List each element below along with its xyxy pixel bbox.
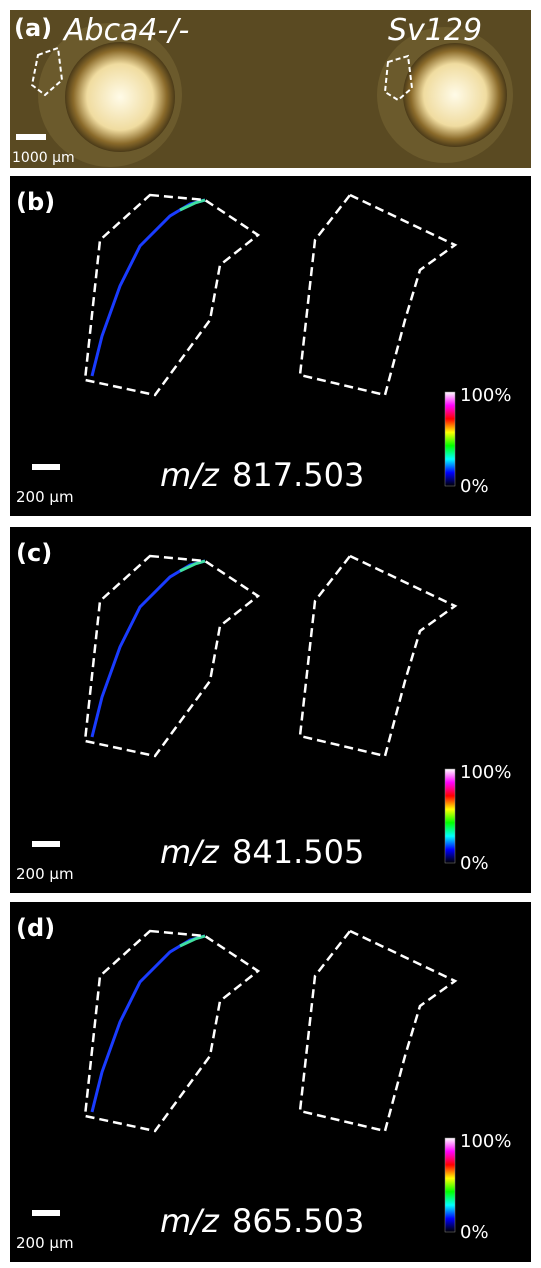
panel-label: (a)	[14, 14, 52, 42]
colorbar	[445, 392, 455, 486]
panel-label: (d)	[16, 914, 55, 942]
scale-label: 200 µm	[16, 488, 74, 506]
mz-prefix: m/z	[160, 833, 220, 871]
scale-bar	[32, 464, 60, 470]
scale-bar	[16, 134, 46, 140]
mz-value: 865.503	[232, 1202, 364, 1240]
scale-label: 1000 µm	[12, 150, 75, 166]
mz-prefix: m/z	[160, 1202, 220, 1240]
scale-label: 200 µm	[16, 865, 74, 883]
panel-label: (c)	[16, 539, 52, 567]
colorbar-min: 0%	[460, 853, 489, 874]
strain-label: Sv129	[388, 13, 482, 48]
colorbar-min: 0%	[460, 476, 489, 497]
strain-label: Abca4-/-	[62, 13, 189, 48]
eye-left	[65, 42, 175, 152]
panel-image: (d) 100% 0% m/z 865.503 200 µm	[10, 902, 531, 1262]
panel-image: (c) 100% 0% m/z 841.505 200 µm	[10, 527, 531, 893]
mz-value: 841.505	[232, 833, 364, 871]
colorbar-max: 100%	[460, 762, 511, 783]
mz-prefix: m/z	[160, 456, 220, 494]
panel-image: (b) 100% 0% m/z 817.503 200 µm	[10, 176, 531, 516]
mz-value: 817.503	[232, 456, 364, 494]
figure: (a) Abca4-/- Sv129 1000 µm (() => { cons…	[0, 0, 541, 1268]
colorbar-min: 0%	[460, 1222, 489, 1243]
colorbar-max: 100%	[460, 1131, 511, 1152]
colorbar	[445, 769, 455, 863]
eye-right	[403, 43, 507, 147]
scale-bar	[32, 1210, 60, 1216]
panel-label: (b)	[16, 188, 55, 216]
colorbar	[445, 1138, 455, 1232]
panel-a: (a) Abca4-/- Sv129 1000 µm	[10, 10, 531, 168]
scale-bar	[32, 841, 60, 847]
scale-label: 200 µm	[16, 1234, 74, 1252]
colorbar-max: 100%	[460, 385, 511, 406]
